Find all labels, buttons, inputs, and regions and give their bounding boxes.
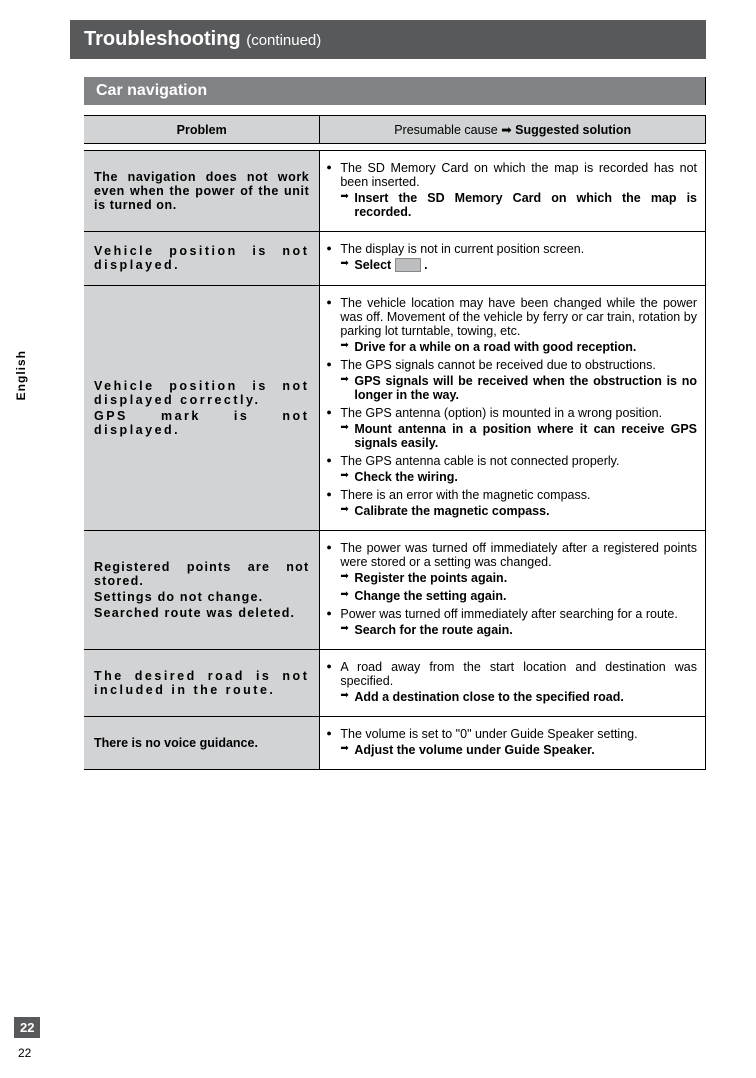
section-title: Car navigation	[84, 77, 706, 105]
solution-text: Drive for a while on a road with good re…	[326, 340, 697, 354]
page-number-plain: 22	[18, 1046, 31, 1060]
troubleshooting-table: Problem Presumable cause ➡ Suggested sol…	[84, 115, 706, 770]
header-continued: (continued)	[246, 32, 321, 49]
cause-cell: A road away from the start location and …	[320, 650, 706, 717]
cause-text: The volume is set to "0" under Guide Spe…	[326, 727, 697, 741]
problem-text: There is no voice guidance.	[94, 736, 309, 750]
solution-text: Calibrate the magnetic compass.	[326, 504, 697, 518]
col-cause: Presumable cause ➡ Suggested solution	[320, 115, 706, 144]
solution-text: Change the setting again.	[326, 589, 697, 603]
cause-text: The vehicle location may have been chang…	[326, 296, 697, 338]
table-row: Vehicle position is not displayed. The di…	[84, 232, 706, 286]
cause-text: The GPS antenna cable is not connected p…	[326, 454, 697, 468]
problem-cell: Registered points are not stored. Setting…	[84, 531, 320, 650]
nav-position-icon	[395, 258, 421, 272]
problem-text: Vehicle position is not displayed correc…	[94, 379, 309, 407]
solution-text: Adjust the volume under Guide Speaker.	[326, 743, 697, 757]
table-header-row: Problem Presumable cause ➡ Suggested sol…	[84, 115, 706, 144]
problem-text: Vehicle position is not displayed.	[94, 244, 309, 272]
cause-text: There is an error with the magnetic comp…	[326, 488, 697, 502]
solution-text: Select .	[326, 258, 697, 273]
table-row: The desired road is not included in the …	[84, 650, 706, 717]
solution-text: Register the points again.	[326, 571, 697, 585]
problem-cell: Vehicle position is not displayed correc…	[84, 286, 320, 531]
problem-text: The desired road is not included in the …	[94, 669, 309, 697]
cause-cell: The SD Memory Card on which the map is r…	[320, 150, 706, 232]
solution-text: Mount antenna in a position where it can…	[326, 422, 697, 450]
problem-text: The navigation does not work even when t…	[94, 170, 309, 212]
page-number-box: 22	[14, 1017, 40, 1038]
language-tab: English	[14, 350, 28, 400]
problem-text: GPS mark is not displayed.	[94, 409, 309, 437]
solution-text: Check the wiring.	[326, 470, 697, 484]
solution-text: Add a destination close to the specified…	[326, 690, 697, 704]
cause-text: The power was turned off immediately aft…	[326, 541, 697, 569]
problem-text: Settings do not change.	[94, 590, 309, 604]
cause-cell: The volume is set to "0" under Guide Spe…	[320, 717, 706, 770]
solution-text: GPS signals will be received when the ob…	[326, 374, 697, 402]
cause-text: The display is not in current position s…	[326, 242, 697, 256]
solution-text: Search for the route again.	[326, 623, 697, 637]
problem-cell: The desired road is not included in the …	[84, 650, 320, 717]
cause-text: The GPS signals cannot be received due t…	[326, 358, 697, 372]
col-problem: Problem	[84, 115, 320, 144]
cause-cell: The vehicle location may have been chang…	[320, 286, 706, 531]
cause-cell: The power was turned off immediately aft…	[320, 531, 706, 650]
header-title: Troubleshooting	[84, 28, 241, 50]
problem-cell: Vehicle position is not displayed.	[84, 232, 320, 286]
problem-cell: There is no voice guidance.	[84, 717, 320, 770]
problem-text: Registered points are not stored.	[94, 560, 309, 588]
cause-text: Power was turned off immediately after s…	[326, 607, 697, 621]
table-row: There is no voice guidance. The volume is…	[84, 717, 706, 770]
page-header: Troubleshooting (continued)	[70, 20, 706, 59]
table-row: The navigation does not work even when t…	[84, 150, 706, 232]
table-row: Vehicle position is not displayed correc…	[84, 286, 706, 531]
cause-cell: The display is not in current position s…	[320, 232, 706, 286]
table-row: Registered points are not stored. Setting…	[84, 531, 706, 650]
cause-text: A road away from the start location and …	[326, 660, 697, 688]
cause-text: The GPS antenna (option) is mounted in a…	[326, 406, 697, 420]
problem-cell: The navigation does not work even when t…	[84, 150, 320, 232]
cause-text: The SD Memory Card on which the map is r…	[326, 161, 697, 189]
problem-text: Searched route was deleted.	[94, 606, 309, 620]
solution-text: Insert the SD Memory Card on which the m…	[326, 191, 697, 219]
